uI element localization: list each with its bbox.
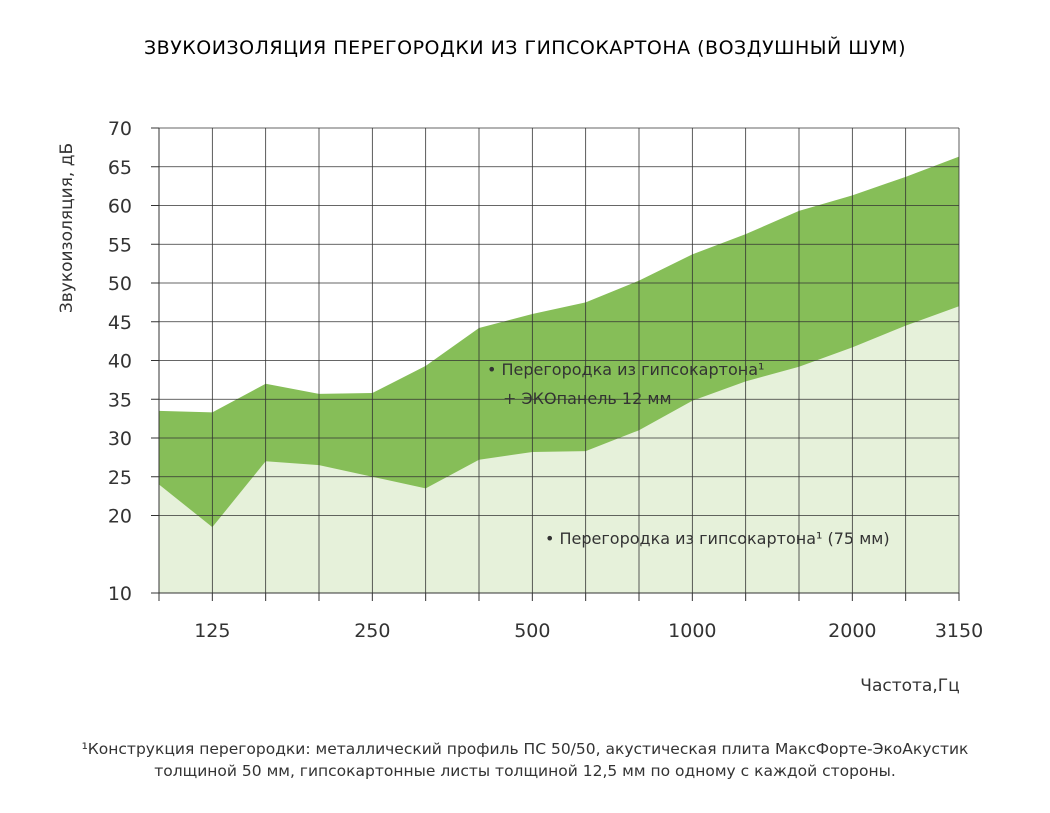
y-tick-label: 25	[108, 467, 132, 489]
footnote-line-2: толщиной 50 мм, гипсокартонные листы тол…	[154, 762, 896, 780]
y-tick-label: 55	[108, 234, 132, 256]
y-tick-label: 10	[108, 583, 132, 605]
y-tick-label: 40	[108, 351, 132, 373]
footnote: ¹Конструкция перегородки: металлический …	[0, 738, 1050, 782]
y-tick-label: 20	[108, 506, 132, 528]
y-tick-label: 70	[108, 118, 132, 140]
y-tick-label: 45	[108, 312, 132, 334]
chart: ЗВУКОИЗОЛЯЦИЯ ПЕРЕГОРОДКИ ИЗ ГИПСОКАРТОН…	[57, 36, 983, 696]
y-tick-label: 35	[108, 389, 132, 411]
plot-areas	[159, 156, 959, 594]
x-axis-label: Частота,Гц	[860, 676, 959, 696]
footnote-line-1: ¹Конструкция перегородки: металлический …	[81, 740, 969, 758]
series-label-1-line-1: • Перегородка из гипсокартона¹	[487, 360, 764, 379]
x-tick-label: 125	[194, 620, 230, 642]
y-tick-label: 50	[108, 273, 132, 295]
tick-labels: 10 20 25 30 35 40 45 50 55 60 65 70 125 250 500 1000 200…	[108, 118, 983, 642]
grid	[159, 127, 960, 593]
y-tick-label: 30	[108, 428, 132, 450]
y-tick-label: 60	[108, 196, 132, 218]
series-label-1-line-2: + ЭКОпанель 12 мм	[503, 389, 672, 408]
axes	[151, 127, 960, 601]
x-tick-label: 2000	[828, 620, 876, 642]
x-tick-label: 3150	[935, 620, 983, 642]
series-label-2: • Перегородка из гипсокартона¹ (75 мм)	[545, 529, 890, 548]
y-tick-label: 65	[108, 157, 132, 179]
series-area-2	[159, 306, 959, 593]
series-labels: • Перегородка из гипсокартона¹ + ЭКОпанел…	[487, 360, 890, 548]
x-tick-label: 250	[354, 620, 390, 642]
chart-title: ЗВУКОИЗОЛЯЦИЯ ПЕРЕГОРОДКИ ИЗ ГИПСОКАРТОН…	[144, 36, 906, 59]
x-tick-label: 1000	[668, 620, 716, 642]
y-axis-label: Звукоизоляция, дБ	[57, 143, 77, 313]
x-tick-label: 500	[514, 620, 550, 642]
